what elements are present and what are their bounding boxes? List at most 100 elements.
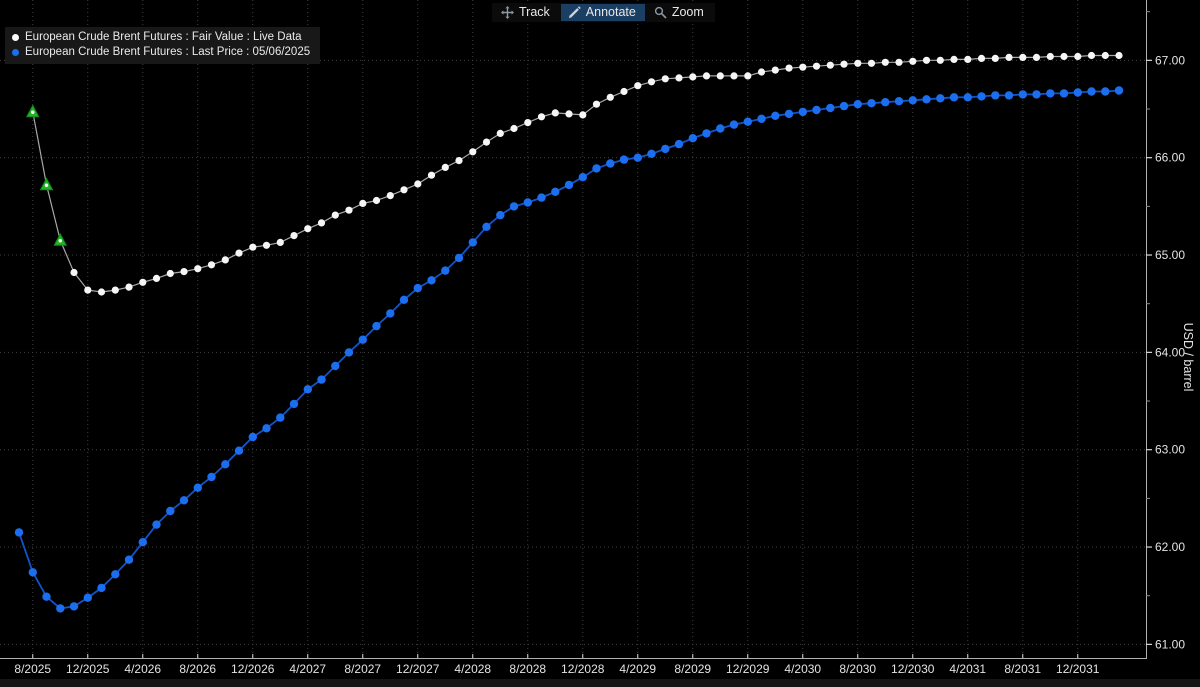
track-button[interactable]: Track	[494, 4, 559, 21]
fair-value-point	[400, 186, 408, 194]
x-tick-label: 8/2031	[1004, 662, 1041, 676]
fair-value-point	[496, 129, 504, 137]
x-tick-label: 8/2026	[179, 662, 216, 676]
y-tick-label: 66.00	[1155, 151, 1185, 165]
fair-value-point	[689, 73, 697, 81]
fair-value-point	[1101, 51, 1109, 60]
legend-item-last-price[interactable]: European Crude Brent Futures : Last Pric…	[12, 45, 310, 60]
fair-value-point	[345, 206, 353, 214]
last-price-point	[661, 144, 670, 154]
last-price-point	[991, 91, 1000, 100]
magnifier-icon	[654, 6, 667, 19]
last-price-point	[949, 93, 959, 102]
x-tick-label: 8/2027	[344, 662, 381, 676]
last-price-point	[276, 413, 285, 422]
last-price-point	[248, 432, 257, 442]
last-price-point	[234, 446, 244, 455]
fair-value-point	[455, 157, 463, 165]
fair-value-point	[1060, 52, 1068, 61]
last-price-point	[399, 295, 409, 304]
fair-value-point	[97, 288, 106, 296]
track-move-icon	[501, 5, 514, 19]
fair-value-point	[427, 171, 436, 179]
fair-value-point	[840, 60, 848, 68]
fair-value-line	[32, 54, 1119, 293]
last-price-point	[592, 164, 601, 173]
last-price-point	[633, 153, 642, 162]
fair-value-point	[799, 63, 807, 71]
buy-signal-center-dot	[58, 239, 62, 243]
fair-value-point	[606, 93, 614, 101]
last-price-point	[1087, 87, 1096, 96]
last-price-point	[262, 424, 271, 433]
last-price-point	[1046, 89, 1055, 98]
fair-value-point	[757, 68, 766, 76]
last-price-point	[42, 592, 51, 601]
last-price-point	[56, 604, 65, 613]
fair-value-point	[304, 225, 312, 233]
fair-value-point	[359, 199, 367, 207]
fair-value-point	[551, 109, 559, 117]
last-price-point	[344, 348, 354, 357]
fair-value-point	[1074, 52, 1082, 61]
fair-value-point	[620, 87, 628, 96]
last-price-point	[207, 472, 216, 482]
y-axis-title: USD / barrel	[1181, 323, 1195, 392]
chart-scrollbar[interactable]	[0, 678, 1200, 687]
last-price-point	[853, 100, 862, 109]
fair-value-point	[331, 211, 339, 219]
fair-value-point	[1019, 53, 1027, 62]
legend-item-fair-value[interactable]: European Crude Brent Futures : Fair Valu…	[12, 30, 310, 45]
last-price-point	[468, 238, 477, 247]
fair-value-point	[964, 55, 972, 64]
y-tick-label: 65.00	[1155, 248, 1185, 262]
x-tick-label: 12/2025	[66, 662, 110, 676]
buy-signal-center-dot	[44, 183, 49, 187]
last-price-point	[812, 105, 821, 115]
annotate-button-label: Annotate	[585, 5, 636, 19]
last-price-point	[894, 97, 904, 106]
last-price-point	[647, 149, 656, 158]
last-price-point	[1018, 90, 1027, 99]
fair-value-point	[180, 268, 188, 276]
annotate-button[interactable]: Annotate	[560, 4, 645, 21]
last-price-point	[386, 309, 395, 318]
pencil-icon	[568, 5, 581, 18]
last-price-point	[124, 555, 134, 564]
y-tick-label: 63.00	[1155, 443, 1185, 457]
last-price-point	[922, 95, 931, 104]
last-price-point	[138, 538, 147, 547]
chart-legend: European Crude Brent Futures : Fair Valu…	[5, 27, 321, 64]
fair-value-point	[441, 163, 449, 171]
legend-label-last-price: European Crude Brent Futures : Last Pric…	[25, 46, 311, 58]
fair-value-point	[716, 72, 724, 80]
fair-value-point	[950, 55, 958, 64]
x-tick-label: 4/2029	[619, 662, 656, 676]
fair-value-point	[812, 62, 821, 70]
last-price-point	[867, 99, 876, 108]
last-price-point	[1101, 87, 1110, 96]
last-price-point	[619, 155, 629, 164]
last-price-point	[454, 253, 464, 263]
fair-value-point	[194, 265, 202, 273]
last-price-point	[839, 101, 849, 111]
fair-value-point	[510, 124, 518, 133]
y-tick-label: 67.00	[1155, 53, 1185, 67]
x-tick-label: 4/2031	[949, 662, 986, 676]
last-price-point	[83, 593, 93, 602]
last-price-point	[936, 94, 945, 103]
fair-value-point	[565, 110, 573, 118]
last-price-point	[674, 139, 684, 149]
last-price-point	[826, 103, 835, 113]
fair-value-point	[675, 74, 683, 82]
last-price-point	[881, 98, 890, 107]
legend-label-fair-value: European Crude Brent Futures : Fair Valu…	[25, 31, 302, 43]
fair-value-point	[867, 59, 876, 67]
last-price-point	[331, 361, 340, 371]
last-price-line	[18, 89, 1120, 610]
zoom-button[interactable]: Zoom	[647, 4, 713, 21]
chart-toolbar: Track Annotate Zoom	[492, 3, 715, 22]
last-price-point	[1073, 88, 1083, 97]
x-tick-label: 4/2028	[454, 662, 491, 676]
